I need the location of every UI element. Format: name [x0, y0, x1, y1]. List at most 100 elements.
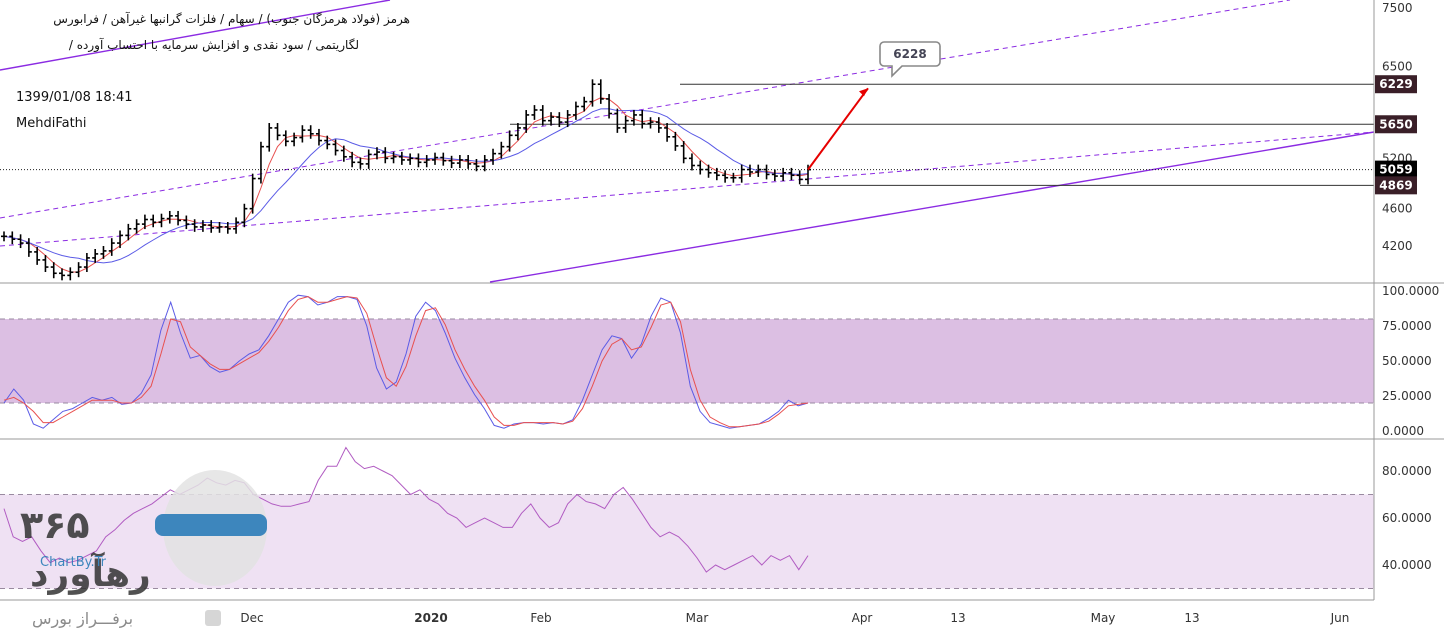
price-label-5650: 5650	[1375, 115, 1417, 134]
x-tick-label: 13	[1184, 611, 1199, 625]
horizontal-levels	[0, 83, 1374, 186]
price-bar	[746, 164, 753, 177]
price-bar	[672, 131, 679, 151]
x-tick-label: Feb	[530, 611, 551, 625]
price-bar	[175, 210, 182, 226]
price-bar	[572, 101, 579, 120]
y-tick-label: 50.0000	[1382, 354, 1432, 368]
price-bar	[75, 262, 82, 278]
price-bar	[514, 123, 521, 141]
price-bar	[548, 112, 555, 126]
price-bars	[1, 79, 811, 281]
price-bar	[332, 139, 339, 156]
target-arrow	[807, 87, 869, 171]
watermark-brand: رهآورد	[30, 551, 151, 595]
price-bar	[722, 170, 729, 183]
price-bar	[697, 160, 704, 175]
price-bar	[274, 123, 281, 141]
price-label-6229: 6229	[1375, 75, 1417, 94]
price-bar	[125, 223, 132, 241]
price-bar	[622, 115, 629, 133]
moving-averages	[3, 97, 809, 273]
price-label-5059: 5059	[1375, 160, 1417, 179]
price-bar	[373, 147, 380, 160]
price-bar	[490, 148, 497, 165]
price-bar	[473, 159, 480, 172]
price-bar	[357, 157, 364, 169]
indicator-bands	[0, 318, 1374, 589]
price-bar	[191, 219, 198, 232]
price-bar	[523, 110, 530, 133]
price-bar	[606, 94, 613, 119]
datetime-label: 1399/01/08 18:41	[16, 90, 133, 105]
price-bar	[481, 155, 488, 172]
price-bar	[771, 169, 778, 182]
price-bar	[17, 234, 24, 249]
y-tick-label: 6500	[1382, 60, 1413, 74]
callout-label: 6228	[893, 47, 926, 61]
y-tick-label: 4600	[1382, 202, 1413, 216]
stochastic-lines	[3, 294, 809, 429]
price-bar	[67, 267, 74, 281]
price-bar	[349, 151, 356, 168]
y-tick-label: 40.0000	[1382, 558, 1432, 572]
y-tick-label: 0.0000	[1382, 424, 1424, 438]
price-bar	[780, 167, 787, 182]
balloon-basket	[205, 610, 221, 626]
x-tick-label: 2020	[414, 611, 447, 625]
y-tick-label: 7500	[1382, 1, 1413, 15]
price-bar	[166, 210, 173, 224]
price-bar	[224, 222, 231, 234]
price-bar	[398, 151, 405, 165]
price-bar	[282, 130, 289, 147]
price-bar	[233, 217, 240, 234]
svg-text:6229: 6229	[1379, 77, 1412, 91]
price-bar	[315, 128, 322, 146]
y-tick-label: 4200	[1382, 239, 1413, 253]
price-bar	[763, 164, 770, 180]
price-bar	[365, 149, 372, 169]
price-bar	[564, 110, 571, 128]
price-bar	[382, 147, 389, 164]
price-bar	[664, 123, 671, 142]
price-bar	[456, 155, 463, 169]
grid	[0, 282, 1444, 440]
watermark-sub: ChartBy.Tr	[40, 555, 107, 570]
x-tick-label: Jun	[1330, 611, 1350, 625]
price-bar	[133, 219, 140, 234]
x-tick-label: 13	[950, 611, 965, 625]
price-bar	[50, 262, 57, 279]
price-bar	[9, 231, 16, 245]
price-bar	[556, 112, 563, 128]
price-bar	[34, 247, 41, 265]
symbol-title: هرمز (فولاد هرمزگان جنوب) / سهام / فلزات…	[53, 12, 410, 26]
price-bar	[539, 105, 546, 126]
price-label-4869: 4869	[1375, 176, 1417, 195]
price-bar	[680, 140, 687, 164]
price-bar	[655, 117, 662, 133]
price-bar	[581, 96, 588, 112]
balloon-band	[155, 514, 267, 536]
author-label: MehdiFathi	[16, 116, 87, 131]
price-bar	[183, 215, 190, 230]
price-bar	[506, 130, 513, 152]
svg-text:4869: 4869	[1379, 178, 1412, 192]
price-bar	[150, 214, 157, 228]
chart-settings-line: لگاریتمی / سود نقدی و افزایش سرمایه با ا…	[68, 38, 359, 52]
slow-moving-average	[3, 108, 809, 264]
rsi-line	[3, 446, 809, 573]
y-tick-label: 60.0000	[1382, 511, 1432, 525]
price-bar	[647, 117, 654, 129]
upper-dashed-trendline	[0, 0, 1291, 219]
target-callout[interactable]: 6228	[807, 41, 941, 171]
price-bar	[415, 153, 422, 168]
price-bar	[423, 155, 430, 168]
price-bar	[465, 155, 472, 169]
price-bar	[307, 125, 314, 139]
y-tick-label: 25.0000	[1382, 389, 1432, 403]
price-bar	[390, 151, 397, 164]
price-bar	[241, 203, 248, 228]
